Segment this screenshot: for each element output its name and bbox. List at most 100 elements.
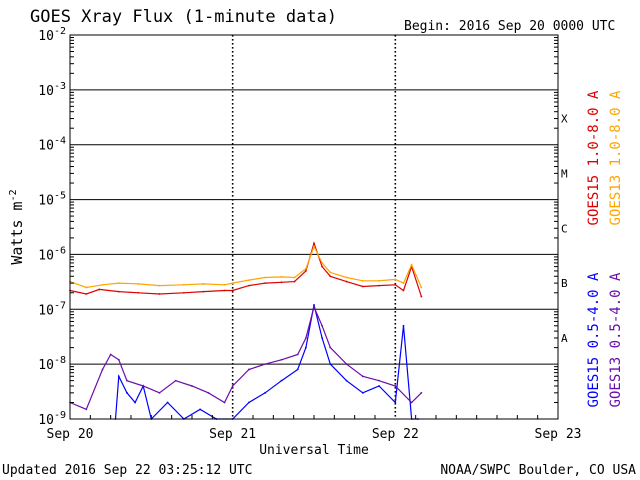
data-point: [378, 385, 380, 387]
data-point: [109, 353, 112, 356]
data-point: [378, 279, 380, 282]
data-point: [293, 280, 296, 283]
y-tick-base: 10: [38, 413, 54, 428]
data-point: [296, 353, 299, 356]
data-point: [420, 391, 423, 394]
data-point: [231, 385, 234, 387]
flare-class-label: C: [561, 222, 568, 235]
x-axis-label: Universal Time: [259, 443, 369, 458]
updated-timestamp: Updated 2016 Sep 22 03:25:12 UTC: [2, 463, 252, 478]
data-point: [280, 281, 283, 284]
data-point: [223, 283, 226, 286]
y-axis-ticks: 10-210-310-410-510-610-710-810-9: [38, 26, 558, 428]
data-point: [117, 290, 120, 293]
legend-entry: GOES15 0.5-4.0 A: [586, 272, 602, 407]
data-point: [402, 289, 405, 292]
data-point: [202, 290, 205, 293]
x-tick-label: Sep 22: [372, 427, 419, 442]
data-point: [98, 288, 101, 291]
data-point: [142, 385, 145, 387]
y-tick-base: 10: [38, 303, 54, 318]
data-point: [126, 379, 128, 382]
data-point: [134, 401, 136, 404]
data-point: [126, 391, 128, 394]
data-point: [304, 270, 307, 272]
y-tick-exponent: -8: [54, 355, 66, 366]
x-tick-label: Sep 20: [47, 427, 94, 442]
flare-class-labels: X M C B A: [561, 113, 568, 345]
y-tick-base: 10: [38, 194, 54, 209]
data-point: [158, 284, 161, 287]
data-point: [101, 368, 104, 371]
data-point: [101, 283, 104, 286]
flare-class-label: A: [561, 332, 568, 345]
y-tick-label: 10-7: [38, 300, 66, 318]
y-tick-base: 10: [38, 29, 54, 44]
data-point: [264, 276, 267, 279]
data-point: [313, 245, 315, 248]
y-tick-base: 10: [38, 139, 54, 154]
data-point: [378, 379, 380, 382]
data-point: [248, 284, 250, 287]
data-point: [231, 282, 234, 285]
data-point: [420, 286, 423, 289]
y-tick-label: 10-8: [38, 355, 66, 373]
y-tick-exponent: -4: [54, 136, 66, 147]
legend-entry: GOES15 1.0-8.0 A: [586, 90, 602, 225]
data-point: [280, 379, 283, 382]
data-point: [166, 401, 169, 404]
y-tick-label: 10-3: [38, 81, 66, 99]
data-point: [313, 306, 315, 308]
legend-entry: GOES13 1.0-8.0 A: [608, 90, 624, 225]
data-point: [182, 283, 185, 286]
data-point: [313, 242, 315, 245]
data-point: [85, 408, 88, 411]
data-point: [313, 304, 315, 306]
y-tick-exponent: -7: [54, 300, 66, 311]
y-tick-label: 10-5: [38, 191, 66, 209]
data-point: [158, 293, 161, 295]
y-tick-base: 10: [38, 358, 54, 373]
data-point: [329, 271, 332, 274]
data-point: [402, 282, 405, 285]
flare-class-label: X: [561, 113, 568, 126]
data-point: [361, 375, 364, 378]
data-point: [345, 363, 348, 366]
x-tick-label: Sep 23: [535, 427, 582, 442]
data-point: [321, 337, 324, 339]
data-point: [410, 401, 413, 404]
y-tick-label: 10-2: [38, 26, 66, 44]
data-point: [296, 368, 299, 371]
data-point: [304, 267, 307, 270]
data-point: [361, 285, 364, 288]
data-point: [321, 265, 324, 268]
y-tick-exponent: -5: [54, 191, 66, 202]
data-point: [202, 283, 205, 285]
x-tick-label: Sep 21: [209, 427, 256, 442]
series-line: [114, 304, 419, 421]
data-point: [394, 385, 397, 387]
data-point: [361, 391, 364, 394]
data-point: [304, 346, 307, 349]
data-point: [345, 379, 348, 382]
data-point: [394, 278, 397, 281]
data-point: [329, 275, 332, 278]
flare-class-label: B: [561, 277, 568, 290]
data-point: [85, 286, 88, 289]
data-point: [345, 280, 348, 283]
data-point: [248, 368, 250, 371]
data-point: [117, 358, 120, 361]
data-point: [293, 276, 296, 279]
plot-area: [69, 34, 559, 421]
data-point: [174, 379, 177, 382]
data-point: [280, 275, 283, 278]
data-point: [137, 291, 140, 294]
data-point: [199, 408, 202, 411]
y-tick-base: 10: [38, 248, 54, 263]
begin-label: Begin: 2016 Sep 20 0000 UTC: [404, 19, 615, 34]
data-point: [223, 289, 226, 292]
data-point: [329, 363, 332, 366]
data-point: [248, 401, 250, 404]
legend-entry: GOES13 0.5-4.0 A: [608, 272, 624, 407]
